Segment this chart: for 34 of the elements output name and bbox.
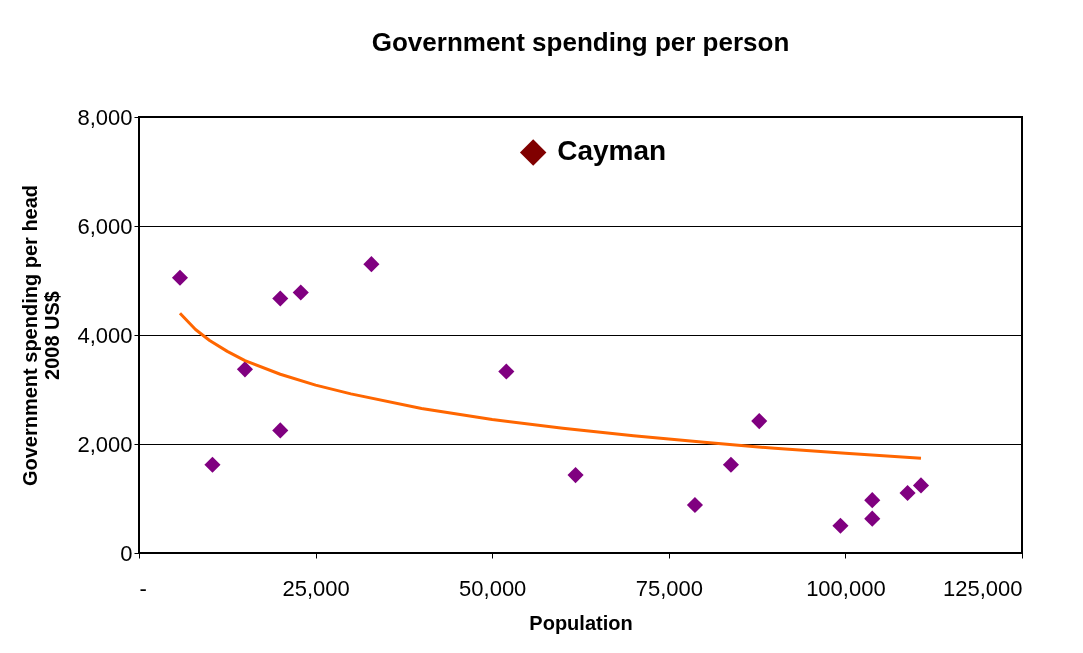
x-axis-title: Population	[529, 611, 633, 634]
point	[272, 422, 289, 439]
point	[292, 284, 309, 301]
x-tick-label: 125,000	[942, 575, 1023, 601]
point	[751, 413, 768, 430]
x-tick-label: 100,000	[806, 575, 886, 601]
point	[204, 456, 221, 473]
y-tick-label: 8,000	[77, 104, 133, 130]
y-tick-label: 6,000	[77, 213, 133, 239]
y-tick-label: 2,000	[77, 431, 133, 457]
line-series	[178, 311, 923, 460]
point	[272, 290, 289, 307]
x-tick-label: 75,000	[635, 575, 703, 601]
point	[832, 517, 849, 534]
point	[912, 477, 930, 494]
point	[686, 496, 703, 514]
point	[899, 484, 916, 502]
point	[363, 256, 380, 273]
x-tick-label: 50,000	[459, 575, 527, 601]
y-tick-label: 4,000	[77, 322, 133, 348]
y-tick-label: 0	[120, 540, 133, 566]
point	[236, 361, 254, 378]
point	[567, 467, 584, 484]
point	[864, 510, 881, 527]
x-tick-label: 25,000	[282, 575, 350, 601]
point	[864, 492, 881, 509]
series-label: Cayman	[557, 135, 667, 167]
x-tick-label: -	[139, 575, 147, 601]
point	[171, 269, 189, 286]
point	[519, 139, 547, 166]
chart-title: Government spending per person	[371, 27, 790, 57]
y-axis-title: Government spending per head 2008 US$	[19, 184, 64, 487]
point	[498, 363, 515, 380]
point	[722, 456, 740, 473]
